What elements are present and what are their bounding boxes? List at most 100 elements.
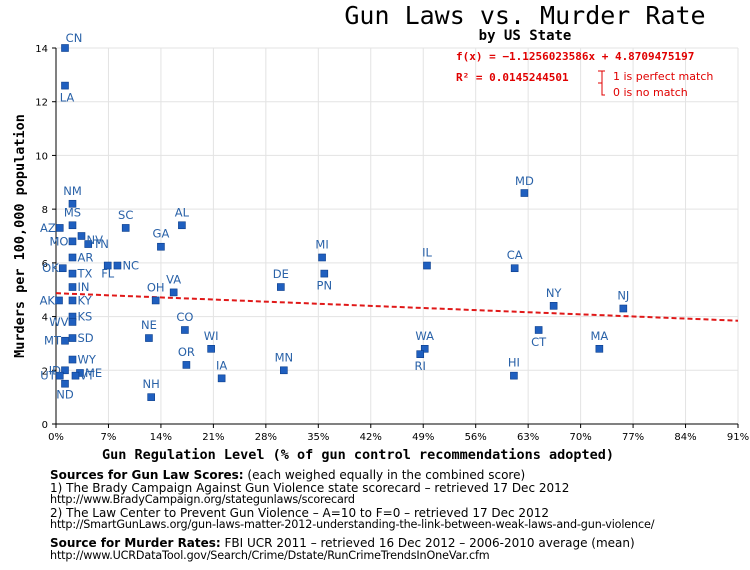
data-point-hi [510,371,518,380]
murder-source-line: Source for Murder Rates: FBI UCR 2011 – … [50,537,745,550]
point-label-ut: UT [40,369,56,383]
data-point-la [61,81,69,90]
point-label-ok: OK [42,261,59,275]
source-2-url: http://SmartGunLaws.org/gun-laws-matter-… [50,518,655,532]
y-tick-label: 12 [35,98,48,109]
data-point-wa [420,344,429,353]
data-point-vt [71,371,80,380]
data-point-ky [68,296,77,305]
point-label-ny: NY [546,286,563,300]
data-point-wy [68,355,77,364]
data-point-ar [68,253,77,262]
data-point-wv [68,318,77,326]
data-point-oh [151,296,160,305]
data-point-wi [207,344,215,353]
x-tick-label: 77% [622,432,644,443]
source-2: 2) The Law Center to Prevent Gun Violenc… [50,505,549,520]
source-1: 1) The Brady Campaign Against Gun Violen… [50,480,570,495]
point-label-nv: NV [86,233,103,247]
point-label-fl: FL [101,267,115,281]
point-label-az: AZ [40,221,56,235]
point-label-pn: PN [317,279,333,293]
data-point-tn [84,240,93,248]
trendline-group [55,292,739,322]
gun-law-sources-heading: Sources for Gun Law Scores: [50,468,244,482]
data-point-nm [68,199,77,208]
chart-subtitle: by US State [479,28,572,44]
trendline [55,292,739,322]
x-tick-label: 49% [412,432,434,443]
data-point-al [178,221,186,230]
x-tick-label: 21% [202,432,224,443]
data-point-nv [77,232,86,240]
data-point-nj [619,304,628,313]
point-label-hi: HI [508,356,520,370]
gun-law-sources-line: Sources for Gun Law Scores: (each weighe… [50,469,745,482]
data-point-mi [318,253,326,262]
gridlines [55,47,739,425]
x-axis-label: Gun Regulation Level (% of gun control r… [102,447,614,463]
point-label-wi: WI [204,329,219,343]
point-label-ri: RI [415,359,426,373]
murder-source-heading: Source for Murder Rates: [50,535,221,550]
point-label-or: OR [178,345,195,359]
murder-source-url: http://www.UCRDataTool.gov/Search/Crime/… [50,548,490,562]
point-label-cn: CN [66,31,83,45]
data-point-de [277,283,285,291]
data-point-ri [416,350,425,358]
data-point-ny [549,302,558,310]
point-label-co: CO [176,310,193,324]
sources-notes: Sources for Gun Law Scores: (each weighe… [50,469,745,562]
data-point-mt [61,336,69,345]
point-label-tx: TX [76,267,92,281]
data-point-nc [113,261,122,270]
data-point-ms [68,221,77,230]
point-label-ca: CA [507,248,523,262]
trend-formula: f(x) = −1.1256023586x + 4.8709475197 [456,50,694,63]
point-label-md: MD [515,174,534,188]
chart-title: Gun Laws vs. Murder Rate [344,1,705,30]
data-point-az [55,224,64,232]
scatter-chart: Gun Laws vs. Murder Rate by US State 0% 7… [12,1,749,463]
point-label-ne: NE [141,318,157,332]
point-label-nj: NJ [617,289,629,303]
point-label-id: ID [49,363,61,377]
data-point-mo [68,237,77,246]
point-label-tn: TN [92,237,109,251]
state-labels: CN LA MD NM MS AZ SC AL NV MO TN GA MI AR NC FL IL CA OK PN… [40,31,630,402]
point-label-sd: SD [77,331,93,345]
point-label-in: IN [77,280,89,294]
point-label-ms: MS [64,205,81,219]
point-label-de: DE [273,267,289,281]
y-tick-label: 0 [42,420,48,431]
point-label-nm: NM [63,184,82,198]
point-label-mt: MT [44,334,62,348]
no-match-note: 0 is no match [613,86,688,99]
gun-law-sources-suffix: (each weighed equally in the combined sc… [243,468,526,482]
point-label-ky: KY [77,293,92,307]
point-label-wy: WY [77,353,96,367]
point-label-mn: MN [275,350,294,364]
point-label-ar: AR [77,250,93,264]
data-point-tx [68,269,77,278]
point-label-oh: OH [147,280,165,294]
data-point-mn [280,366,288,375]
point-label-me: ME [85,366,102,380]
trend-r-squared: R² = 0.0145244501 [456,71,569,84]
point-label-va: VA [166,272,181,286]
point-label-nh: NH [143,377,160,391]
data-point-md [520,189,529,197]
y-tick-label: 6 [42,259,48,270]
point-label-ak: AK [40,293,56,307]
point-label-al: AL [175,205,190,219]
data-point-nh [147,393,155,401]
y-tick-label: 8 [42,205,48,216]
data-point-co [181,326,189,334]
point-label-nc: NC [122,259,139,273]
x-tick-label: 42% [360,432,382,443]
data-point-id [61,366,69,375]
y-axis-label: Murders per 100,000 population [12,114,28,358]
x-tick-label: 7% [101,432,117,443]
data-points [55,44,628,401]
point-label-ct: CT [531,335,547,349]
